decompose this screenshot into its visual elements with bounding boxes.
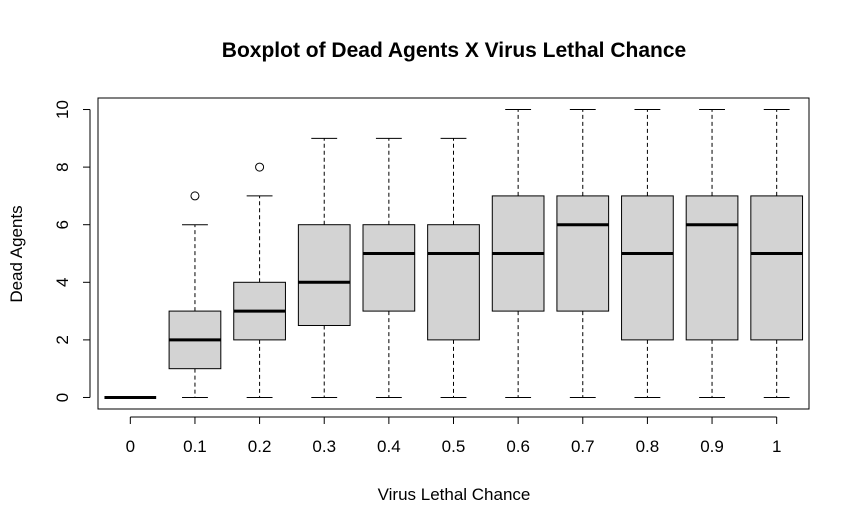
- x-tick-label: 0.2: [248, 437, 272, 456]
- box-0.9: [685, 109, 739, 398]
- box-iqr: [750, 195, 804, 341]
- x-axis-label: Virus Lethal Chance: [378, 485, 531, 504]
- y-tick-label: 10: [53, 100, 72, 119]
- box-iqr: [556, 195, 610, 312]
- y-tick-label: 4: [53, 278, 72, 287]
- box-iqr: [362, 224, 416, 312]
- box-0.6: [491, 109, 545, 398]
- x-tick-label: 0.7: [571, 437, 595, 456]
- x-tick-label: 0.4: [377, 437, 401, 456]
- box-0.2: [233, 162, 286, 398]
- box-0.5: [427, 137, 480, 398]
- boxes-group: [104, 109, 804, 399]
- box-0.3: [297, 137, 351, 398]
- box-iqr: [621, 195, 674, 341]
- x-tick-label: 0.8: [636, 437, 660, 456]
- x-tick-label: 0.9: [700, 437, 724, 456]
- y-tick-label: 6: [53, 220, 72, 229]
- box-iqr: [427, 224, 480, 341]
- x-tick-label: 1: [772, 437, 781, 456]
- y-axis-label: Dead Agents: [7, 205, 26, 302]
- box-1: [750, 109, 804, 398]
- box-0.4: [362, 137, 416, 398]
- y-axis: 0 2 4 6 8 10: [53, 100, 91, 402]
- chart-title: Boxplot of Dead Agents X Virus Lethal Ch…: [222, 39, 686, 62]
- x-axis: 0 0.1 0.2 0.3 0.4 0.5 0.6 0.7 0.8 0.9 1: [126, 416, 781, 456]
- box-0.7: [556, 109, 610, 398]
- box-iqr: [297, 224, 351, 326]
- x-tick-label: 0.3: [312, 437, 336, 456]
- box-iqr: [685, 195, 739, 341]
- x-tick-label: 0: [126, 437, 135, 456]
- outlier-point: [190, 191, 200, 201]
- x-tick-label: 0.6: [506, 437, 530, 456]
- x-tick-label: 0.1: [183, 437, 207, 456]
- y-tick-label: 8: [53, 162, 72, 171]
- y-tick-label: 0: [53, 393, 72, 402]
- x-tick-label: 0.5: [442, 437, 466, 456]
- y-tick-label: 2: [53, 335, 72, 344]
- outlier-point: [255, 162, 265, 172]
- box-0.1: [168, 191, 222, 398]
- plot-frame: [97, 97, 810, 410]
- box-0.8: [621, 109, 674, 398]
